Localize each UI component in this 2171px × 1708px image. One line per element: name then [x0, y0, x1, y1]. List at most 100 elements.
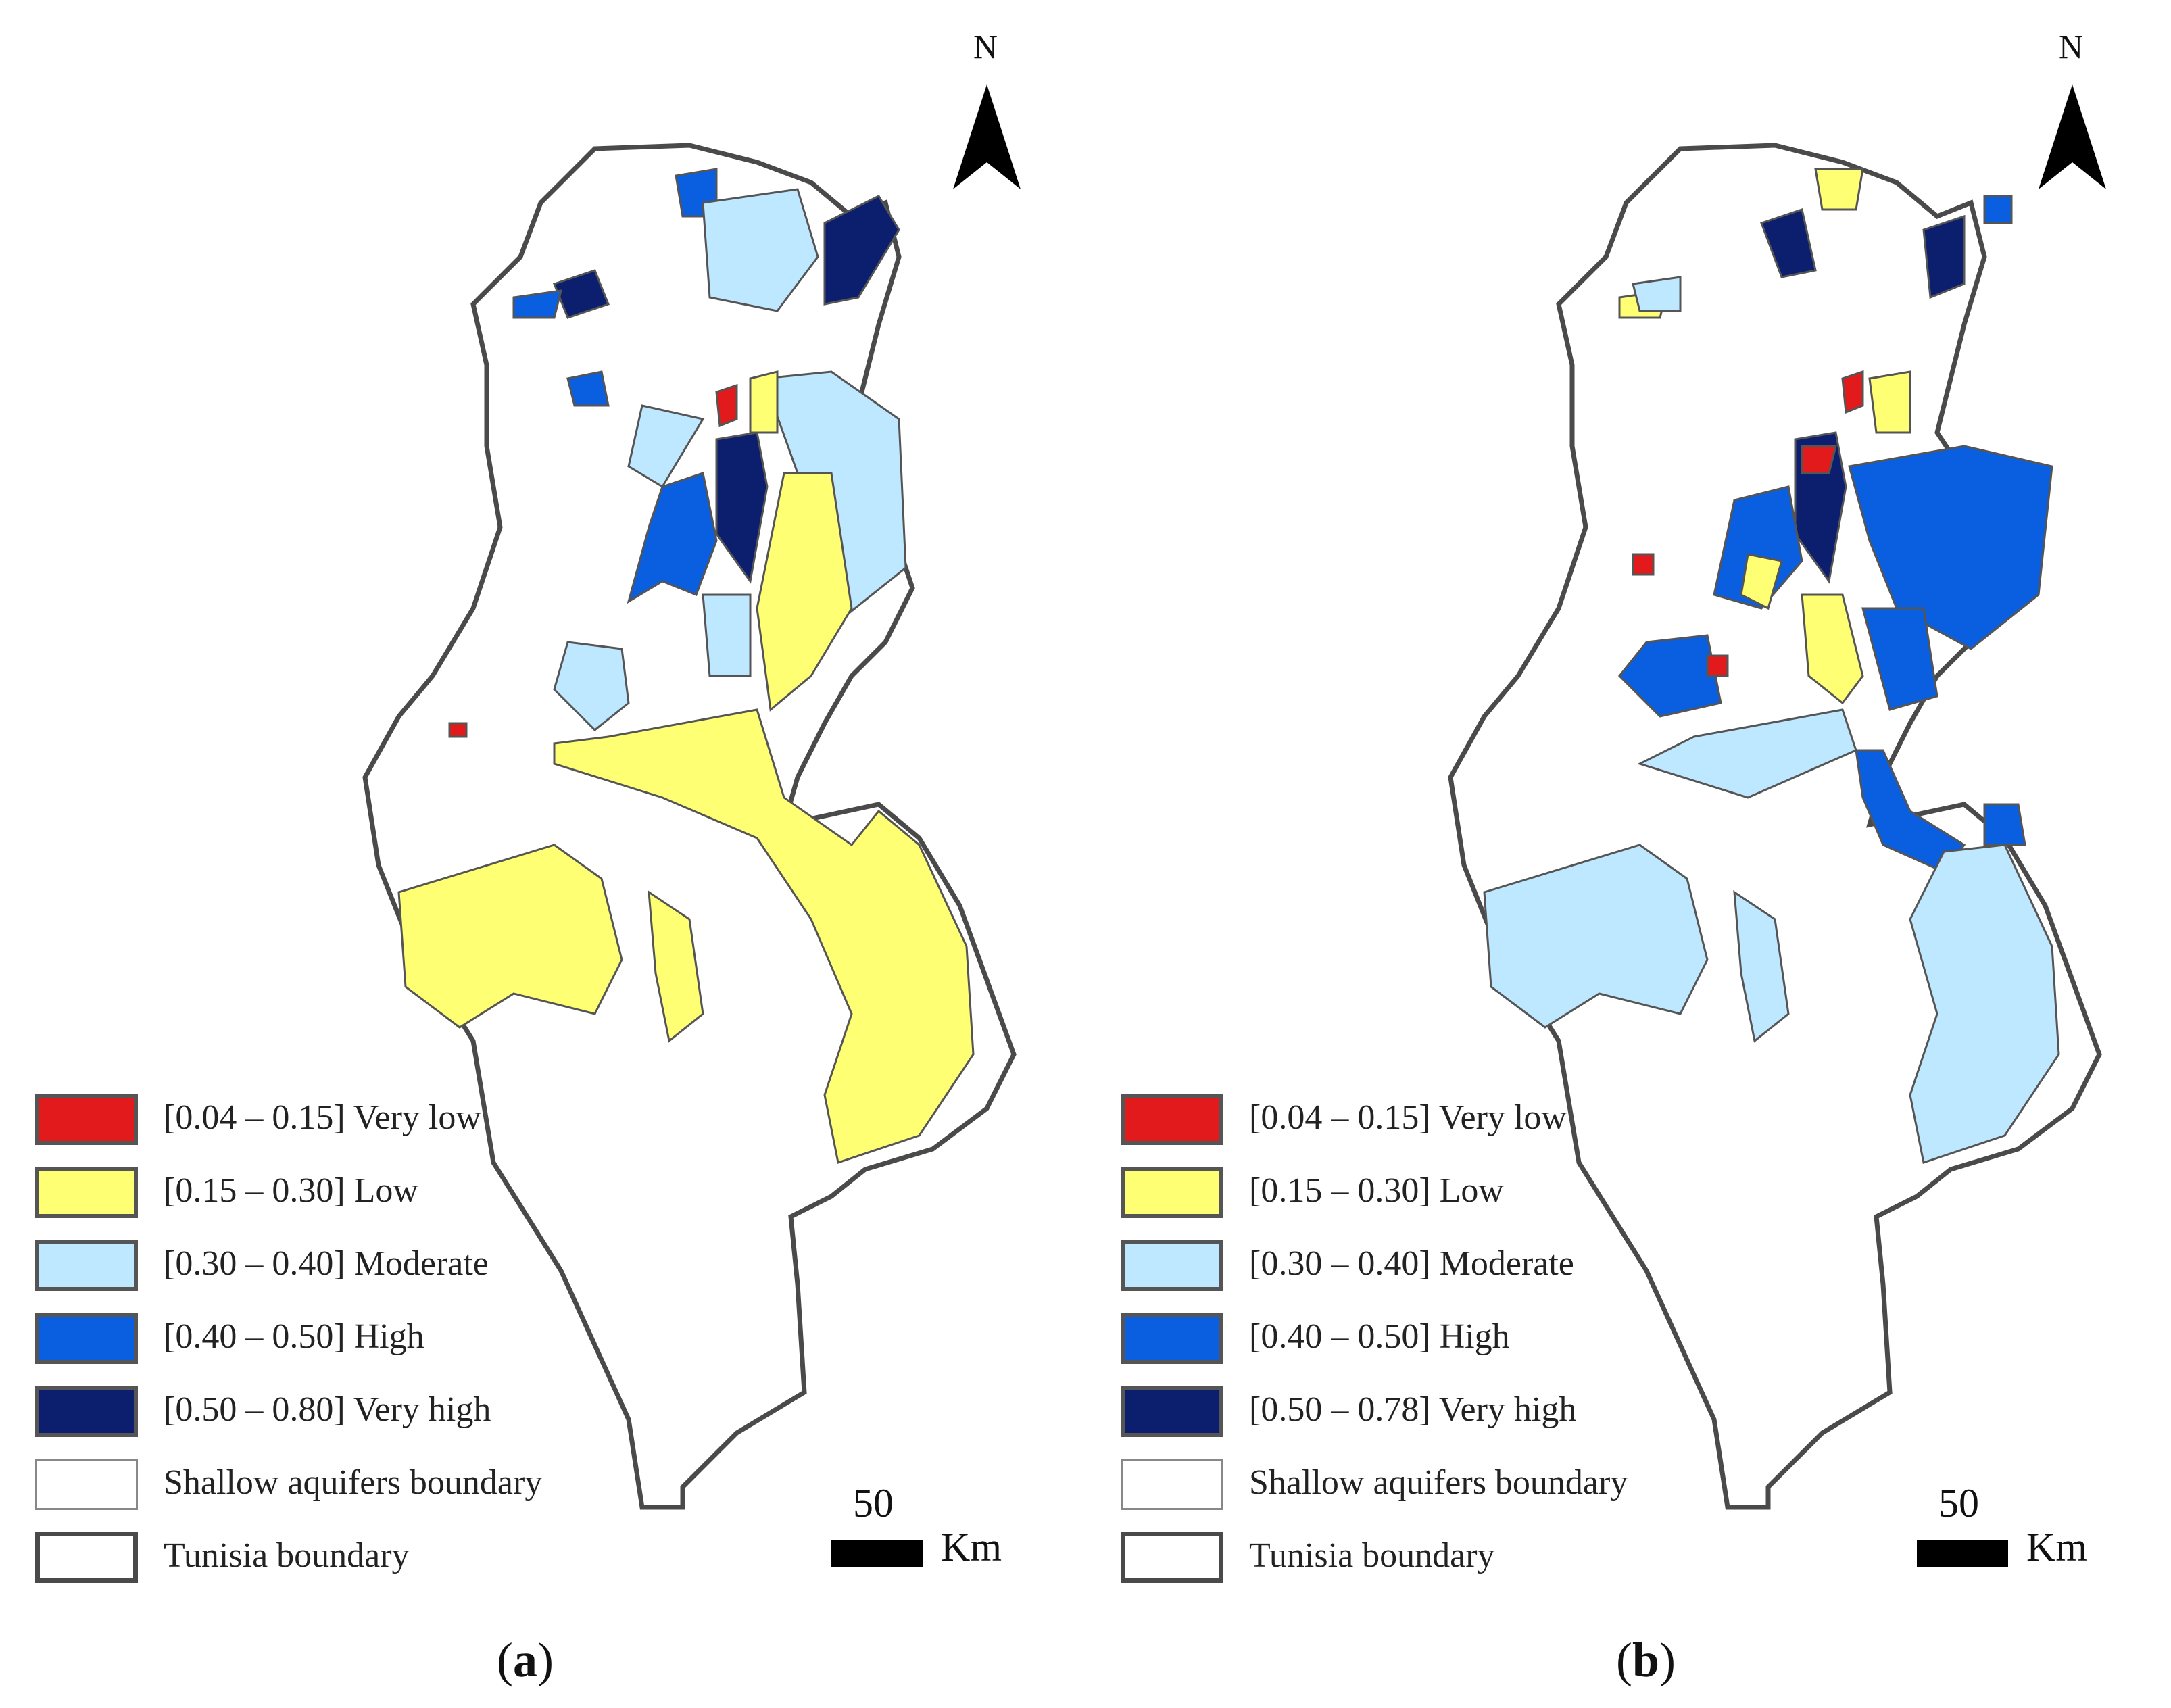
legend-swatch-shallow-aquifers [35, 1459, 138, 1510]
legend-label-shallow-aquifers: Shallow aquifers boundary [1249, 1463, 1628, 1502]
legend-label-very-high: [0.50 – 0.80] Very high [164, 1390, 491, 1429]
scale-value: 50 [1938, 1481, 1979, 1526]
legend-swatch-tunisia-boundary [1121, 1532, 1223, 1583]
legend-swatch-moderate [35, 1240, 138, 1291]
aquifer-moderate [1909, 844, 2060, 1164]
aquifer-moderate [1637, 708, 1857, 799]
caption-a-open: ( [497, 1633, 513, 1687]
aquifer-low [1814, 168, 1864, 211]
legend-swatch-low [35, 1167, 138, 1218]
aquifer-high [1848, 445, 2053, 650]
legend-label-very-low: [0.04 – 0.15] Very low [1249, 1098, 1567, 1137]
caption-b: (b) [1616, 1632, 1676, 1688]
scale-unit: Km [2026, 1525, 2087, 1569]
legend-label-high: [0.40 – 0.50] High [1249, 1317, 1510, 1356]
legend-label-moderate: [0.30 – 0.40] Moderate [164, 1244, 489, 1283]
aquifer-moderate [702, 593, 752, 677]
legend-item-high: [0.40 – 0.50] High [1121, 1313, 1729, 1369]
aquifer-high [512, 289, 562, 319]
legend-item-very-high: [0.50 – 0.80] Very high [35, 1386, 643, 1442]
legend-label-low: [0.15 – 0.30] Low [1249, 1171, 1504, 1210]
legend-label-shallow-aquifers: Shallow aquifers boundary [164, 1463, 543, 1502]
caption-a-close: ) [537, 1633, 554, 1687]
legend-swatch-very-low [35, 1094, 138, 1145]
legend-item-moderate: [0.30 – 0.40] Moderate [1121, 1240, 1729, 1296]
aquifer-very-high [1760, 208, 1817, 278]
map-panel-b: N [0.04 – 0.15] Very low [0.15 – 0.30] L… [1086, 0, 2171, 1708]
aquifer-very-low [1841, 370, 1864, 414]
legend-item-shallow-aquifers: Shallow aquifers boundary [1121, 1459, 1729, 1515]
legend-label-moderate: [0.30 – 0.40] Moderate [1249, 1244, 1574, 1283]
aquifer-very-high [1922, 214, 1966, 299]
aquifer-high [1983, 195, 2013, 224]
legend-swatch-moderate [1121, 1240, 1223, 1291]
legend-item-high: [0.40 – 0.50] High [35, 1313, 643, 1369]
aquifer-high [1617, 634, 1722, 718]
legend-item-tunisia-boundary: Tunisia boundary [35, 1532, 643, 1588]
north-label: N [973, 28, 998, 66]
aquifer-high [1983, 803, 2026, 846]
aquifer-moderate [702, 188, 819, 312]
legend-item-very-high: [0.50 – 0.78] Very high [1121, 1386, 1729, 1442]
legend-label-low: [0.15 – 0.30] Low [164, 1171, 418, 1210]
legend-item-low: [0.15 – 0.30] Low [1121, 1167, 1729, 1223]
legend-swatch-shallow-aquifers [1121, 1459, 1223, 1510]
legend-item-very-low: [0.04 – 0.15] Very low [35, 1094, 643, 1150]
map-panel-a: N [0.04 – 0.15] Very low [0.15 – 0.30] L… [35, 28, 1021, 1688]
north-arrow-icon [2039, 84, 2106, 189]
aquifer-low [1740, 553, 1783, 610]
caption-b-open: ( [1616, 1633, 1632, 1687]
tunisia-boundary [362, 143, 1017, 1510]
caption-a: (a) [497, 1632, 554, 1688]
caption-a-letter: a [512, 1633, 537, 1687]
scale-bar-rect [1917, 1540, 2008, 1567]
aquifer-very-low [1706, 654, 1729, 677]
north-label: N [2059, 28, 2084, 66]
aquifer-very-low [1801, 445, 1837, 474]
legend-item-shallow-aquifers: Shallow aquifers boundary [35, 1459, 643, 1515]
aquifer-very-low [448, 722, 468, 738]
aquifer-low [1868, 370, 1911, 434]
legend-swatch-high [35, 1313, 138, 1364]
aquifer-low [397, 844, 623, 1029]
caption-b-letter: b [1632, 1633, 1660, 1687]
legend-item-tunisia-boundary: Tunisia boundary [1121, 1532, 1729, 1588]
tunisia-map-b [1448, 84, 2106, 1510]
aquifer-very-high [823, 195, 900, 306]
legend-label-tunisia-boundary: Tunisia boundary [1249, 1536, 1495, 1575]
scale-value: 50 [853, 1481, 894, 1526]
aquifer-low [648, 890, 704, 1043]
legend-label-very-high: [0.50 – 0.78] Very high [1249, 1390, 1577, 1429]
aquifer-moderate [1733, 890, 1790, 1043]
legend-item-low: [0.15 – 0.30] Low [35, 1167, 643, 1223]
aquifer-very-low [715, 383, 738, 428]
aquifer-very-low [1632, 553, 1655, 576]
aquifer-high [566, 370, 610, 407]
aquifer-low [553, 708, 975, 1164]
legend-swatch-low [1121, 1167, 1223, 1218]
aquifer-low [749, 370, 779, 434]
aquifer-high [627, 472, 718, 604]
aquifer-high [1713, 485, 1803, 610]
legend-label-tunisia-boundary: Tunisia boundary [164, 1536, 410, 1575]
legend-item-very-low: [0.04 – 0.15] Very low [1121, 1094, 1729, 1150]
legend-item-moderate: [0.30 – 0.40] Moderate [35, 1240, 643, 1296]
legend-label-high: [0.40 – 0.50] High [164, 1317, 424, 1356]
aquifer-low [756, 472, 853, 712]
legend-swatch-high [1121, 1313, 1223, 1364]
scale-unit: Km [941, 1525, 1002, 1569]
legend-swatch-tunisia-boundary [35, 1532, 138, 1583]
aquifer-moderate [1632, 276, 1682, 312]
aquifer-very-high [715, 431, 769, 584]
aquifer-low [1801, 593, 1864, 705]
legend-swatch-very-high [35, 1386, 138, 1437]
tunisia-map-a [362, 84, 1021, 1510]
aquifer-moderate [553, 641, 630, 732]
aquifer-moderate [1483, 844, 1709, 1029]
caption-b-close: ) [1659, 1633, 1676, 1687]
aquifer-very-high [553, 269, 610, 319]
aquifer-high [1861, 607, 1938, 711]
legend-label-very-low: [0.04 – 0.15] Very low [164, 1098, 481, 1137]
scale-bar-rect [831, 1540, 923, 1567]
north-arrow-icon [953, 84, 1021, 189]
